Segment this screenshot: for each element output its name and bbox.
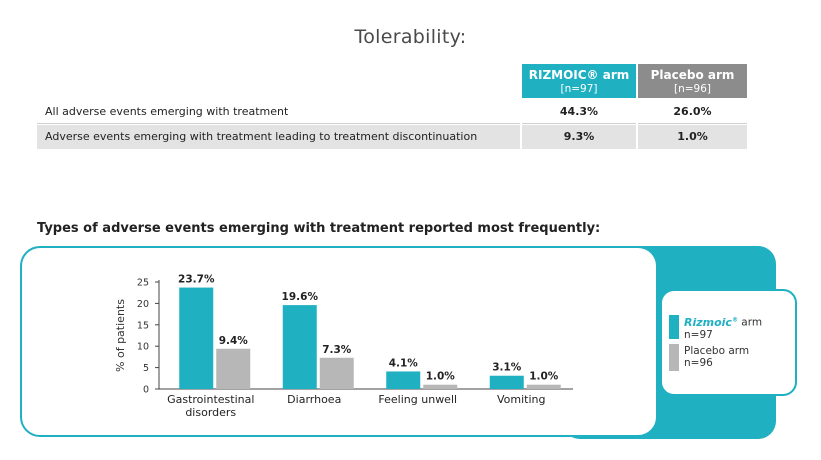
placebo-column-n: [n=96] (673, 83, 711, 95)
bar-rizmoic (179, 287, 214, 389)
table-row: All adverse events emerging with treatme… (37, 100, 747, 124)
data-label: 3.1% (492, 362, 522, 374)
row-label: Adverse events emerging with treatment l… (45, 130, 478, 143)
data-label: 23.7% (178, 274, 215, 286)
rizmoic-column-n: [n=97] (560, 83, 598, 95)
column-divider (636, 100, 638, 149)
chart-legend: Rizmoic® arm n=97 Placebo arm n=96 (660, 289, 797, 396)
bar-placebo (526, 384, 561, 389)
legend-swatch-rizmoic (669, 315, 679, 339)
legend-label-rizmoic: Rizmoic® arm n=97 (684, 315, 763, 341)
y-tick-label: 20 (137, 299, 149, 310)
rizmoic-column-header: RIZMOIC® arm [n=97] (522, 64, 636, 98)
row-rizmoic-value: 9.3% (563, 130, 595, 143)
placebo-column-header: Placebo arm [n=96] (638, 64, 747, 98)
legend-swatch-placebo (669, 344, 679, 371)
column-divider (520, 100, 522, 149)
y-tick-label: 25 (137, 278, 149, 289)
bar-rizmoic (282, 305, 317, 389)
bar-placebo (423, 384, 458, 389)
rizmoic-column-name: RIZMOIC® arm (528, 68, 630, 82)
bar-placebo (319, 357, 354, 389)
legend-placebo-name: Placebo arm (684, 345, 750, 357)
x-category-label: disorders (185, 406, 236, 419)
rizmoic-logo: Rizmoic® (684, 315, 738, 329)
bar-rizmoic (489, 375, 524, 389)
row-rizmoic-value: 44.3% (559, 105, 599, 118)
x-category-label: Vomiting (497, 393, 546, 406)
row-placebo-value: 1.0% (677, 130, 708, 143)
legend-rizmoic-n: n=97 (684, 328, 713, 341)
chart-panel (20, 246, 658, 437)
legend-placebo-n: n=96 (684, 357, 713, 369)
data-label: 4.1% (389, 357, 419, 369)
row-placebo-value: 26.0% (673, 105, 712, 118)
y-tick-label: 5 (143, 363, 149, 374)
y-axis-title: % of patients (114, 299, 127, 372)
legend-label-placebo: Placebo arm n=96 (684, 345, 749, 369)
data-label: 1.0% (426, 371, 456, 383)
y-tick-label: 15 (137, 320, 149, 331)
x-category-label: Feeling unwell (378, 393, 457, 406)
page-title: Tolerability: (354, 26, 467, 48)
y-tick-label: 10 (137, 342, 149, 353)
data-label: 7.3% (322, 344, 352, 356)
bar-placebo (216, 348, 251, 389)
row-label: All adverse events emerging with treatme… (45, 105, 289, 118)
bar-rizmoic (386, 371, 421, 389)
data-label: 19.6% (282, 291, 319, 303)
x-category-label: Diarrhoea (287, 393, 341, 406)
y-tick-label: 0 (143, 385, 149, 396)
chart-section-title: Types of adverse events emerging with tr… (37, 221, 601, 236)
table-row: Adverse events emerging with treatment l… (37, 125, 747, 149)
data-label: 1.0% (529, 371, 559, 383)
placebo-column-name: Placebo arm (650, 68, 735, 82)
x-category-label: Gastrointestinal (167, 393, 254, 406)
data-label: 9.4% (219, 335, 249, 347)
